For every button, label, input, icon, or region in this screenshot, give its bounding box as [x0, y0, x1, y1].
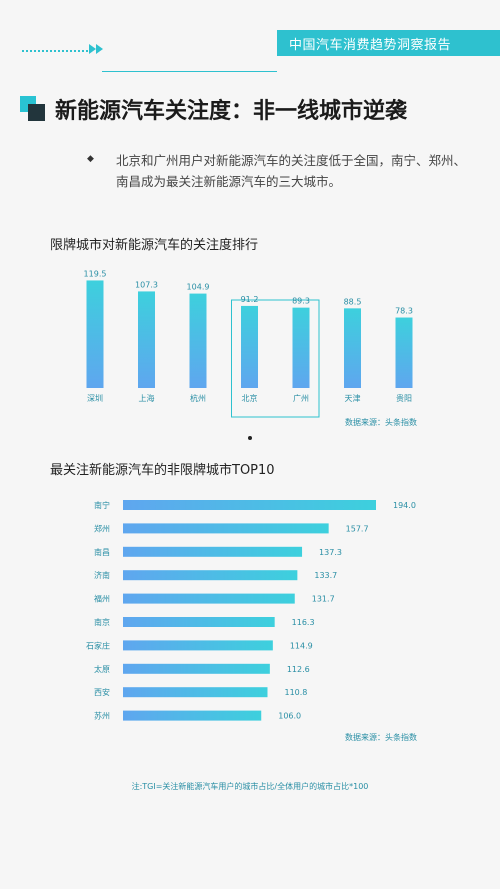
bar-value-label: 89.3 [292, 297, 310, 306]
bar [123, 570, 298, 581]
header-line [102, 71, 277, 72]
bar [123, 617, 275, 627]
category-label: 南宁 [94, 500, 110, 510]
category-label: 太原 [94, 664, 110, 674]
footnote: 注:TGI=关注新能源汽车用户的城市占比/全体用户的城市占比*100 [131, 782, 369, 791]
chart2-title: 最关注新能源汽车的非限牌城市TOP10 [50, 463, 275, 478]
category-label: 广州 [293, 393, 309, 403]
category-label: 杭州 [190, 393, 206, 403]
category-label: 深圳 [87, 393, 103, 403]
category-label: 石家庄 [86, 640, 110, 650]
bar [123, 663, 270, 674]
dotted-line [22, 50, 88, 52]
bar-value-label: 114.9 [290, 641, 313, 650]
highlight-box [231, 299, 320, 418]
bar-value-label: 119.5 [84, 269, 107, 278]
restricted-city-bar-chart: 119.5 深圳 107.3 上海 104.9 杭州 91.2 北京 89.3 广州 88.5 天津 7… [84, 269, 413, 418]
chart2-source: 数据来源：头条指数 [345, 733, 417, 742]
top10-city-bar-chart: 南宁 194.0 郑州 157.7 南昌 137.3 济南 133.7 福州 131.7 南京 116… [86, 500, 416, 721]
chart1-source: 数据来源：头条指数 [345, 418, 417, 427]
bar [123, 687, 268, 698]
bar-value-label: 137.3 [319, 548, 342, 557]
bar-value-label: 106.0 [278, 712, 301, 721]
category-label: 上海 [139, 393, 155, 403]
section-description: 北京和广州用户对新能源汽车的关注度低于全国，南宁、郑州、南昌成为最关注新能源汽车… [116, 153, 467, 189]
category-label: 西安 [94, 687, 110, 697]
bar [138, 291, 155, 388]
chart1-title: 限牌城市对新能源汽车的关注度排行 [50, 238, 259, 253]
bar [123, 546, 303, 557]
category-label: 贵阳 [396, 393, 412, 403]
category-label: 北京 [242, 393, 258, 403]
bar [241, 305, 258, 388]
bar [123, 710, 262, 721]
category-label: 福州 [94, 595, 110, 604]
category-label: 天津 [345, 393, 361, 403]
bar-value-label: 116.3 [292, 618, 315, 627]
bar-value-label: 157.7 [346, 524, 369, 533]
arrow-icon [96, 44, 103, 54]
bar [123, 500, 376, 510]
bar-value-label: 88.5 [344, 297, 362, 306]
bar [123, 593, 295, 604]
bar-value-label: 131.7 [312, 595, 335, 604]
bar-value-label: 91.2 [241, 295, 259, 304]
bar-value-label: 78.3 [395, 307, 413, 316]
report-header: 中国汽车消费趋势洞察报告 [0, 30, 500, 72]
bar [86, 280, 104, 388]
bar-value-label: 112.6 [287, 665, 310, 674]
section-icon [20, 96, 46, 124]
bar-value-label: 107.3 [135, 280, 158, 289]
bar [189, 293, 207, 388]
section-title: 新能源汽车关注度：非一线城市逆袭 [55, 99, 408, 124]
category-label: 济南 [94, 570, 110, 580]
bar [344, 308, 361, 388]
category-label: 苏州 [94, 711, 110, 721]
bar-value-label: 133.7 [314, 571, 337, 580]
bullet-icon: ◆ [87, 154, 94, 164]
report-title: 中国汽车消费趋势洞察报告 [289, 38, 452, 53]
bar [292, 307, 310, 388]
separator-dot [248, 436, 252, 440]
bar [395, 317, 413, 388]
bar-value-label: 110.8 [284, 688, 307, 697]
category-label: 郑州 [94, 523, 110, 533]
category-label: 南京 [94, 617, 110, 627]
category-label: 南昌 [94, 547, 110, 557]
bar [123, 640, 273, 651]
report-tab: 中国汽车消费趋势洞察报告 [277, 30, 500, 56]
bar [123, 523, 329, 534]
bar-value-label: 194.0 [393, 501, 416, 510]
arrow-icon [89, 44, 96, 54]
bar-value-label: 104.9 [187, 283, 210, 292]
